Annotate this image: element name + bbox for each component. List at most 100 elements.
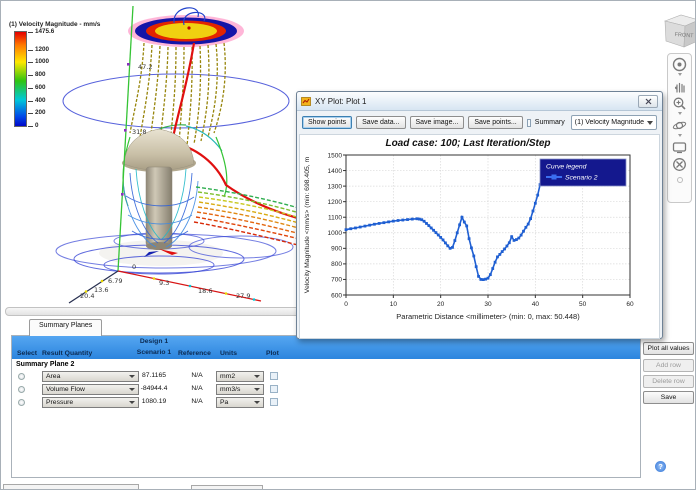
legend-tick-label: 800 bbox=[35, 71, 46, 79]
svg-text:6.79: 6.79 bbox=[108, 277, 122, 285]
chevron-down-icon[interactable] bbox=[677, 134, 682, 137]
svg-text:1100: 1100 bbox=[328, 215, 342, 222]
inlet-disk bbox=[128, 7, 244, 47]
data-point bbox=[460, 215, 464, 219]
data-point bbox=[354, 226, 357, 230]
plot-checkbox[interactable] bbox=[270, 372, 278, 380]
chevron-down-icon[interactable] bbox=[677, 112, 682, 115]
data-point bbox=[505, 244, 509, 248]
navbar-grip[interactable] bbox=[676, 177, 683, 183]
data-point bbox=[391, 219, 395, 223]
pan-hand-icon[interactable] bbox=[671, 79, 688, 94]
table-row: Volume Flow -84944.4 N/A mm3/s bbox=[12, 383, 640, 396]
chevron-down-icon bbox=[129, 401, 135, 404]
svg-text:1400: 1400 bbox=[328, 168, 343, 175]
center-icon[interactable] bbox=[671, 157, 688, 172]
scenario-value-cell: 1080.19 bbox=[141, 398, 167, 405]
units-dropdown[interactable]: mm3/s bbox=[216, 384, 264, 395]
plot-all-values-button[interactable]: Plot all values bbox=[643, 342, 694, 355]
reference-cell: N/A bbox=[191, 372, 203, 379]
result-quantity-dropdown[interactable]: Volume Flow bbox=[42, 384, 139, 395]
svg-text:700: 700 bbox=[331, 277, 342, 284]
legend-tick bbox=[28, 49, 33, 51]
svg-text:1500: 1500 bbox=[328, 152, 343, 159]
data-point bbox=[507, 241, 511, 245]
delete-row-button: Delete row bbox=[643, 375, 694, 388]
velocity-legend: (1) Velocity Magnitude - mm/s 1475.6 1200… bbox=[9, 21, 129, 151]
units-dropdown[interactable]: mm2 bbox=[216, 371, 264, 382]
save-button[interactable]: Save bbox=[643, 391, 694, 404]
valve-body bbox=[122, 128, 196, 257]
plot-checkbox[interactable] bbox=[270, 385, 278, 393]
result-quantity-dropdown[interactable]: Pressure bbox=[42, 397, 139, 408]
data-point bbox=[410, 217, 414, 221]
save-image-button[interactable]: Save image... bbox=[409, 116, 465, 129]
svg-text:0: 0 bbox=[132, 263, 136, 271]
orbit-icon[interactable] bbox=[671, 118, 688, 133]
data-point bbox=[529, 217, 532, 221]
close-icon[interactable] bbox=[638, 94, 658, 108]
zoom-icon[interactable] bbox=[671, 96, 688, 111]
units-dropdown[interactable]: Pa bbox=[216, 397, 264, 408]
chevron-down-icon bbox=[254, 401, 260, 404]
select-radio[interactable] bbox=[18, 399, 25, 406]
help-icon[interactable]: ? bbox=[655, 461, 666, 472]
viewport-3d-scene[interactable]: 47.2 31.8 0 9.3 18.6 27.9 6.79 13.6 20.4 bbox=[26, 1, 316, 307]
chart-ylabel: Velocity Magnitude <mm/s> (min: 698.405,… bbox=[304, 156, 311, 293]
svg-text:0: 0 bbox=[344, 301, 348, 308]
svg-text:40: 40 bbox=[532, 301, 540, 308]
svg-text:20.4: 20.4 bbox=[80, 292, 94, 300]
data-point bbox=[484, 277, 488, 281]
save-data-button[interactable]: Save data... bbox=[356, 116, 406, 129]
legend-tick-label: 200 bbox=[35, 109, 46, 117]
chevron-down-icon bbox=[254, 375, 260, 378]
data-point bbox=[382, 221, 386, 225]
look-at-icon[interactable] bbox=[671, 140, 688, 155]
select-radio[interactable] bbox=[18, 386, 25, 393]
svg-text:27.9: 27.9 bbox=[236, 292, 250, 300]
legend-tick bbox=[28, 126, 33, 127]
summary-checkbox[interactable] bbox=[526, 118, 531, 127]
result-quantity-dropdown[interactable]: Area bbox=[42, 371, 139, 382]
result-quantity-dropdown[interactable]: (1) Velocity Magnitude bbox=[570, 115, 657, 130]
chevron-down-icon bbox=[129, 388, 135, 391]
svg-text:20: 20 bbox=[437, 301, 445, 308]
xy-plot-window-icon bbox=[301, 97, 311, 106]
data-point bbox=[401, 218, 405, 222]
select-radio[interactable] bbox=[18, 373, 25, 380]
plot-checkbox[interactable] bbox=[270, 398, 278, 406]
highlighted-streamline bbox=[170, 42, 316, 225]
table-header: Select Result Quantity Design 1 Scenario… bbox=[12, 336, 640, 359]
data-point bbox=[446, 244, 450, 248]
data-point bbox=[455, 231, 459, 235]
data-point bbox=[373, 222, 376, 226]
legend-tick-label: 400 bbox=[35, 96, 46, 104]
reference-cell: N/A bbox=[191, 385, 203, 392]
svg-text:30: 30 bbox=[484, 301, 492, 308]
xy-plot-titlebar[interactable]: XY Plot: Plot 1 bbox=[297, 92, 662, 111]
data-point bbox=[536, 193, 540, 197]
save-points-button[interactable]: Save points... bbox=[468, 116, 523, 129]
svg-text:800: 800 bbox=[331, 261, 342, 268]
chevron-down-icon[interactable] bbox=[677, 73, 682, 76]
steering-wheel-icon[interactable] bbox=[671, 57, 688, 72]
data-point bbox=[396, 219, 400, 222]
window-title: XY Plot: Plot 1 bbox=[315, 96, 367, 106]
tab-summary-planes[interactable]: Summary Planes bbox=[29, 319, 103, 336]
svg-text:50: 50 bbox=[579, 301, 587, 308]
svg-text:47.2: 47.2 bbox=[138, 63, 152, 71]
view-cube[interactable]: FRONT bbox=[659, 7, 696, 53]
data-point bbox=[481, 278, 485, 281]
scenario-value-cell: -84944.4 bbox=[140, 385, 168, 392]
data-point bbox=[510, 235, 514, 239]
data-point bbox=[462, 220, 466, 224]
show-points-button[interactable]: Show points bbox=[302, 116, 353, 129]
cutoff-control[interactable] bbox=[191, 485, 263, 489]
chevron-down-icon bbox=[647, 120, 653, 125]
cutoff-control[interactable] bbox=[3, 484, 139, 489]
data-point bbox=[432, 228, 435, 232]
data-point bbox=[453, 239, 457, 242]
data-point bbox=[503, 247, 506, 251]
data-point bbox=[522, 229, 525, 233]
